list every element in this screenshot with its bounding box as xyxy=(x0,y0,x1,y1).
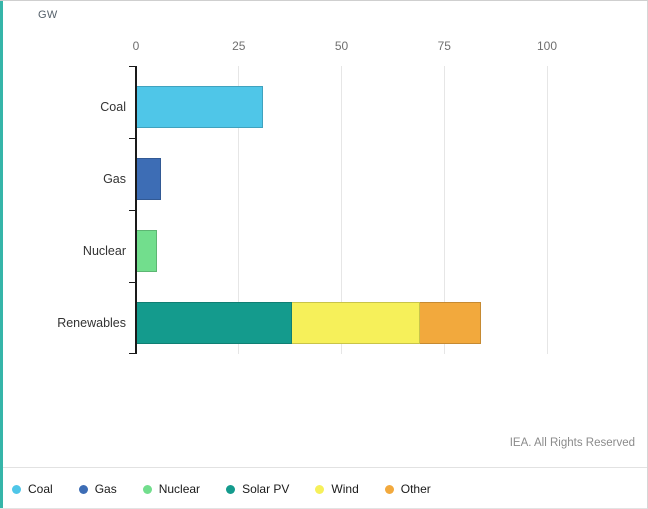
legend: Coal Gas Nuclear Solar PV Wind Other xyxy=(12,468,431,508)
y-axis-tick xyxy=(129,210,136,211)
x-axis-tick-labels: 0 25 50 75 100 xyxy=(132,39,647,55)
legend-item-other[interactable]: Other xyxy=(384,482,431,496)
legend-item-solar-pv[interactable]: Solar PV xyxy=(226,482,289,496)
legend-label: Gas xyxy=(94,482,117,496)
legend-label: Coal xyxy=(28,482,53,496)
bar-segment-solar-pv[interactable] xyxy=(136,302,293,344)
legend-label: Other xyxy=(400,482,431,496)
bar-segment-gas[interactable] xyxy=(136,158,161,200)
copyright-text: IEA. All Rights Reserved xyxy=(509,437,635,449)
y-axis-tick xyxy=(129,282,136,283)
bar-nuclear xyxy=(136,230,157,272)
legend-swatch xyxy=(12,484,21,494)
bar-segment-wind[interactable] xyxy=(292,302,420,344)
legend-label: Nuclear xyxy=(158,482,201,496)
gridline xyxy=(443,66,445,354)
gridline xyxy=(341,66,342,354)
left-accent-strip xyxy=(0,1,3,508)
legend-swatch xyxy=(226,484,236,494)
category-label-nuclear: Nuclear xyxy=(82,244,126,258)
bar-renewables xyxy=(136,302,482,344)
x-tick-label: 0 xyxy=(132,39,140,53)
bar-segment-other[interactable] xyxy=(419,302,482,344)
bar-gas xyxy=(136,158,161,200)
legend-swatch xyxy=(78,484,88,494)
x-tick-label: 25 xyxy=(232,39,246,53)
legend-label: Wind xyxy=(331,482,359,496)
category-label-renewables: Renewables xyxy=(57,316,126,330)
bar-segment-nuclear[interactable] xyxy=(136,230,157,272)
x-tick-label: 100 xyxy=(536,39,558,53)
bar-segment-coal[interactable] xyxy=(136,86,264,128)
legend-swatch xyxy=(142,484,152,494)
x-tick-label: 75 xyxy=(437,39,451,53)
gridline xyxy=(238,66,240,354)
legend-item-nuclear[interactable]: Nuclear xyxy=(142,482,201,496)
legend-swatch xyxy=(315,484,325,494)
gridline xyxy=(546,66,548,354)
y-axis-tick xyxy=(129,138,136,139)
legend-label: Solar PV xyxy=(242,482,290,496)
y-axis-line xyxy=(135,66,137,354)
y-axis-tick xyxy=(129,353,136,354)
legend-swatch xyxy=(384,484,394,494)
legend-item-coal[interactable]: Coal xyxy=(12,482,53,496)
x-tick-label: 50 xyxy=(334,39,349,53)
bar-coal xyxy=(136,86,264,128)
category-label-gas: Gas xyxy=(103,172,126,186)
plot-area: Coal Gas Nuclear Renewables xyxy=(57,66,647,354)
legend-item-gas[interactable]: Gas xyxy=(78,482,117,496)
legend-item-wind[interactable]: Wind xyxy=(315,482,359,496)
category-label-coal: Coal xyxy=(100,100,126,114)
legend-divider xyxy=(0,467,647,468)
axis-unit-label: GW xyxy=(38,9,58,21)
y-axis-tick xyxy=(129,66,136,67)
